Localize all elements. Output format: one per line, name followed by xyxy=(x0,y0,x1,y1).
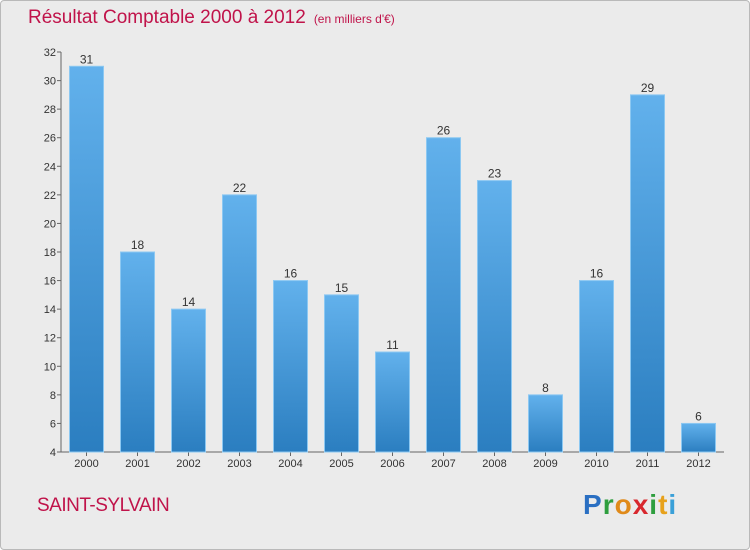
bar xyxy=(426,137,461,453)
y-tick-label: 26 xyxy=(44,133,56,145)
bar-value-label: 16 xyxy=(590,267,604,281)
bar-value-label: 8 xyxy=(542,381,549,395)
x-tick-label: 2001 xyxy=(125,458,149,470)
y-tick-label: 22 xyxy=(44,190,56,202)
bar xyxy=(120,251,155,453)
y-tick-label: 6 xyxy=(50,418,56,430)
bar-value-label: 16 xyxy=(284,267,298,281)
bar-value-label: 11 xyxy=(386,338,399,352)
logo-letter: x xyxy=(632,489,650,520)
bar-value-label: 31 xyxy=(80,52,94,66)
y-tick-label: 28 xyxy=(44,104,56,116)
x-tick-label: 2009 xyxy=(533,458,557,470)
x-tick-label: 2004 xyxy=(278,458,302,470)
bar xyxy=(630,94,665,453)
y-tick-label: 20 xyxy=(44,218,56,230)
bar xyxy=(477,180,512,453)
y-tick-label: 30 xyxy=(44,76,56,88)
bar-value-label: 26 xyxy=(437,124,451,138)
y-tick-label: 4 xyxy=(50,447,56,459)
x-tick-label: 2002 xyxy=(176,458,200,470)
y-tick-label: 24 xyxy=(44,161,56,173)
bar-value-label: 23 xyxy=(488,167,502,181)
proxiti-logo: Proxiti xyxy=(583,489,677,521)
y-tick-label: 18 xyxy=(44,247,56,259)
logo-letter: r xyxy=(602,489,615,520)
x-tick-label: 2010 xyxy=(584,458,608,470)
bar xyxy=(222,194,257,453)
bar xyxy=(681,422,716,453)
bar xyxy=(171,308,206,453)
bar xyxy=(528,394,563,453)
bar-value-label: 29 xyxy=(641,81,655,95)
x-tick-label: 2005 xyxy=(329,458,353,470)
x-tick-label: 2011 xyxy=(636,458,660,470)
bar xyxy=(69,65,104,453)
y-tick-label: 32 xyxy=(44,47,56,59)
x-tick-label: 2007 xyxy=(431,458,455,470)
x-tick-label: 2003 xyxy=(227,458,251,470)
chart-bars xyxy=(69,65,716,453)
x-tick-label: 2008 xyxy=(482,458,506,470)
chart-title-main: Résultat Comptable 2000 à 2012 xyxy=(28,7,306,28)
bar xyxy=(273,280,308,453)
bar xyxy=(324,294,359,453)
logo-letter: o xyxy=(614,489,633,520)
commune-name: SAINT-SYLVAIN xyxy=(37,495,170,516)
x-tick-label: 2006 xyxy=(380,458,404,470)
chart-data-labels: 31 18 14 22 16 15 11 26 23 8 16 29 6 xyxy=(80,52,702,423)
bar-value-label: 18 xyxy=(131,238,145,252)
x-tick-label: 2012 xyxy=(686,458,710,470)
chart-title: Résultat Comptable 2000 à 2012 (en millie… xyxy=(28,7,395,29)
bar-value-label: 14 xyxy=(182,295,196,309)
bar-value-label: 6 xyxy=(695,409,702,423)
logo-letter: t xyxy=(658,489,669,520)
logo-letter: i xyxy=(668,489,678,520)
x-tick-label: 2000 xyxy=(74,458,98,470)
logo-letter: P xyxy=(583,489,603,520)
bar xyxy=(375,351,410,453)
bar xyxy=(579,280,614,453)
y-tick-label: 10 xyxy=(44,361,56,373)
y-tick-label: 16 xyxy=(44,276,56,288)
logo-letter: i xyxy=(649,489,659,520)
chart-subtitle: (en milliers d'€) xyxy=(313,12,395,26)
y-tick-label: 14 xyxy=(44,304,56,316)
bar-value-label: 22 xyxy=(233,181,247,195)
bar-value-label: 15 xyxy=(335,281,349,295)
y-tick-label: 12 xyxy=(44,333,56,345)
y-tick-label: 8 xyxy=(50,390,56,402)
